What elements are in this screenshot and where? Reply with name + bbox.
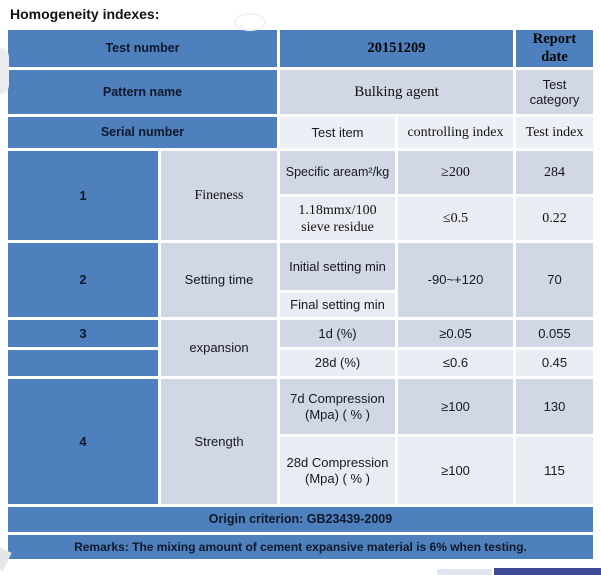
cell-item-initial-setting: Initial setting min xyxy=(280,243,395,291)
cell-group-setting-time: Setting time xyxy=(161,243,277,318)
cell-ti-setting-time: 70 xyxy=(516,243,593,318)
cell-group-fineness: Fineness xyxy=(161,151,277,241)
homogeneity-table: Test number 20151209 Report date Pattern… xyxy=(5,27,596,562)
cell-ti-28d: 0.45 xyxy=(516,350,593,377)
cell-ti-sieve-residue: 0.22 xyxy=(516,197,593,241)
cell-ci-28d: ≤0.6 xyxy=(398,350,513,377)
origin-criterion-row: Origin criterion: GB23439-2009 xyxy=(8,507,593,533)
cell-ti-1d: 0.055 xyxy=(516,320,593,348)
cell-group-strength: Strength xyxy=(161,379,277,505)
page-title: Homogeneity indexes: xyxy=(10,6,160,22)
cell-serial-2: 2 xyxy=(8,243,158,318)
background-left-tab-artifact xyxy=(0,48,9,94)
cell-item-final-setting: Final setting min xyxy=(280,293,395,318)
cell-ci-specific-area: ≥200 xyxy=(398,151,513,195)
header-controlling-index-label: controlling index xyxy=(398,117,513,149)
cell-item-sieve-residue: 1.18mmx/100 sieve residue xyxy=(280,197,395,241)
remarks-row: Remarks: The mixing amount of cement exp… xyxy=(8,535,593,560)
cell-item-1d: 1d (%) xyxy=(280,320,395,348)
cell-serial-1: 1 xyxy=(8,151,158,241)
header-report-date-label: Report date xyxy=(516,30,593,68)
cell-item-7d-compression: 7d Compression (Mpa) ( % ) xyxy=(280,379,395,435)
cell-item-28d-compression: 28d Compression (Mpa) ( % ) xyxy=(280,437,395,505)
cell-ti-28d-compression: 115 xyxy=(516,437,593,505)
cell-ci-1d: ≥0.05 xyxy=(398,320,513,348)
cell-item-specific-area: Specific aream²/kg xyxy=(280,151,395,195)
cell-ci-setting-time: -90~+120 xyxy=(398,243,513,318)
cell-ti-specific-area: 284 xyxy=(516,151,593,195)
cell-ci-28d-compression: ≥100 xyxy=(398,437,513,505)
cell-ti-7d-compression: 130 xyxy=(516,379,593,435)
header-pattern-name-value: Bulking agent xyxy=(280,70,513,115)
cell-item-28d: 28d (%) xyxy=(280,350,395,377)
cell-ci-7d-compression: ≥100 xyxy=(398,379,513,435)
cell-serial-4: 4 xyxy=(8,379,158,505)
background-lavender-band-artifact xyxy=(437,569,492,575)
header-test-index-label: Test index xyxy=(516,117,593,149)
header-test-item-label: Test item xyxy=(280,117,395,149)
background-circle-artifact xyxy=(234,13,266,31)
header-test-number-label: Test number xyxy=(8,30,277,68)
header-test-number-value: 20151209 xyxy=(280,30,513,68)
background-navy-bar-artifact xyxy=(494,568,601,575)
cell-serial-3: 3 xyxy=(8,320,158,348)
header-serial-number-label: Serial number xyxy=(8,117,277,149)
header-test-category-label: Test category xyxy=(516,70,593,115)
cell-ci-sieve-residue: ≤0.5 xyxy=(398,197,513,241)
header-pattern-name-label: Pattern name xyxy=(8,70,277,115)
cell-serial-3-empty xyxy=(8,350,158,377)
cell-group-expansion: expansion xyxy=(161,320,277,377)
